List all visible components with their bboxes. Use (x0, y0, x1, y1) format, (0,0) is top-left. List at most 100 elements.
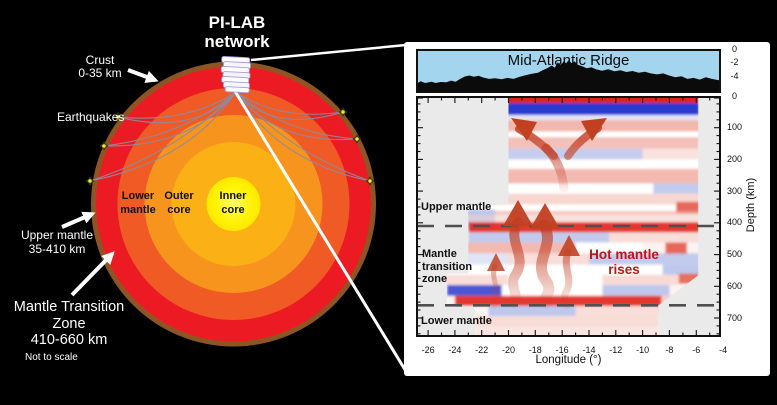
tomo-stripe (446, 210, 699, 215)
earthquakes-label: Earthquakes (57, 110, 125, 124)
hot-mantle-plume-arrows (487, 200, 580, 310)
seismic-ray (117, 91, 237, 124)
tomo-stripe (446, 204, 677, 211)
tomo-stripe (468, 222, 699, 233)
tomo-stripe (642, 148, 699, 160)
tomo-stripe (446, 183, 654, 194)
tomo-stripe (508, 274, 603, 285)
lower-mantle-layer-label: Lower mantle (120, 190, 156, 216)
seismic-ray-paths (89, 91, 371, 182)
tomo-stripe (446, 242, 576, 254)
tomo-stripe (446, 131, 699, 138)
upper-mantle-pointer-arrow (61, 211, 96, 229)
seismic-ray (89, 91, 237, 182)
tomo-stripe (446, 264, 663, 275)
longitude-tick-label: -14 (582, 345, 596, 355)
earthquake-star-icon (113, 112, 123, 122)
upper-mantle-label: Upper mantle 35-410 km (20, 228, 94, 256)
earthquake-star-icon (85, 176, 95, 186)
seismic-tomography-plot (416, 96, 721, 337)
longitude-tick-label: -16 (555, 345, 569, 355)
tomo-stripe (468, 232, 610, 243)
tomo-stripe (508, 253, 589, 265)
elev-tick-label: 0 (731, 43, 737, 54)
depth-tick-label: 700 (726, 312, 743, 323)
bathymetry-frame (416, 49, 721, 93)
tomo-stripe (602, 274, 679, 285)
tomo-stripe (446, 103, 699, 116)
ridge-divergence-arrows (511, 118, 607, 193)
hot-mantle-annotation: Hot mantle rises (589, 247, 659, 277)
tomo-stripe (446, 193, 699, 205)
tomo-stripe (665, 242, 687, 255)
tomo-stripe (589, 253, 699, 265)
elev-tick-label: -4 (730, 71, 739, 81)
mtz-pointer-arrow (70, 251, 115, 297)
tomo-frame-rect (416, 96, 721, 337)
tomo-stripe (446, 148, 643, 160)
longitude-tick-label: -6 (692, 345, 701, 355)
depth-tick-label: 200 (726, 153, 743, 164)
inner-core-layer-label: Inner core (219, 190, 247, 216)
left-arrowhead-icon (511, 118, 537, 141)
tomo-stripe (575, 242, 643, 254)
seismic-ray (235, 91, 371, 182)
plume-arrowhead-icon (487, 253, 505, 271)
zoom-connector-top-line (250, 43, 407, 62)
depth-axis-title: Depth (km) (745, 177, 757, 233)
longitude-tick-label: -22 (475, 345, 489, 355)
tomo-stripe (602, 285, 670, 296)
tomo-stripe (575, 305, 663, 316)
earthquake-star-icon (338, 107, 348, 117)
seismometer-station-icon (220, 55, 252, 94)
tomo-stripe (446, 214, 699, 223)
tomo-stripe (446, 137, 699, 149)
tomo-stripe (653, 183, 699, 194)
tomo-stripe (446, 115, 699, 121)
tomography-panel: Mid-Atlantic Ridge (404, 42, 770, 376)
tomo-stripe (446, 159, 699, 169)
tomo-stripe (662, 264, 699, 275)
longitude-tick-label: -18 (528, 345, 542, 355)
tomo-stripe (446, 253, 509, 265)
tomo-stripe (446, 120, 699, 132)
outer-core-layer-label: Outer core (164, 190, 194, 216)
longitude-tick-label: -26 (421, 345, 435, 355)
upper-mantle-zone-label: Upper mantle (421, 201, 492, 213)
depth-tick-label: 300 (726, 185, 743, 196)
tomo-stripe (678, 273, 699, 284)
right-arrowhead-icon (581, 118, 607, 141)
longitude-tick-label: -12 (609, 345, 623, 355)
depth-tick-label: 400 (726, 217, 743, 228)
plot-frame-and-ticks (416, 96, 721, 337)
longitude-tick-label: -24 (448, 345, 462, 355)
tomo-stripe (475, 326, 659, 337)
elev-tick-label: -2 (730, 57, 739, 68)
velocity-anomaly-field (446, 96, 699, 337)
seismic-ray (89, 91, 237, 182)
depth-tick-label: 500 (726, 249, 743, 260)
earthquake-star-icon (352, 134, 362, 144)
tomo-stripe (676, 201, 699, 214)
tomo-stripe (446, 168, 699, 184)
seismic-ray (103, 91, 237, 147)
seismic-ray (235, 91, 358, 140)
plume-arrowhead-icon (503, 200, 533, 226)
crust-pointer-arrow (127, 68, 159, 83)
depth-tick-label: 0 (731, 90, 737, 101)
earth-ring-inner-core (206, 177, 261, 231)
seafloor-silhouette (416, 60, 721, 93)
depth-tick-label: 600 (726, 280, 743, 291)
mantle-transition-zone-label: Mantle Transition Zone 410-660 km (13, 299, 125, 348)
ridge-title: Mid-Atlantic Ridge (507, 52, 630, 69)
plume-arrowhead-icon (530, 203, 560, 229)
seismic-ray (235, 91, 344, 115)
tomo-stripe (609, 232, 699, 243)
tomo-stripe (446, 285, 502, 296)
tomo-stripe (446, 96, 699, 103)
transition-zone-label: Mantle transition zone (422, 248, 473, 285)
tomo-stripe (454, 295, 662, 306)
longitude-tick-label: -10 (636, 345, 650, 355)
